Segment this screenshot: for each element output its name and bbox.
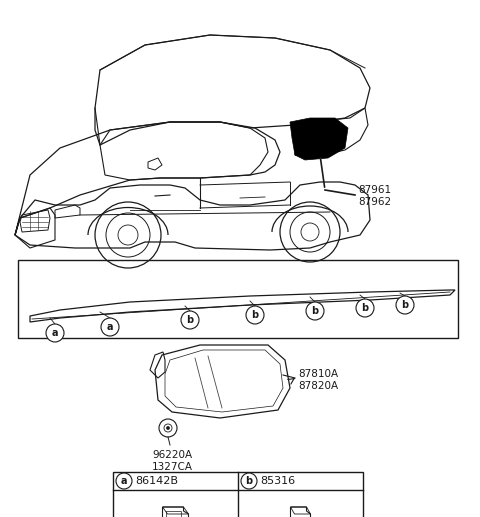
Circle shape <box>246 306 264 324</box>
Circle shape <box>396 296 414 314</box>
Text: 1327CA: 1327CA <box>152 462 193 472</box>
Text: 96220A: 96220A <box>152 450 192 460</box>
Text: 87810A: 87810A <box>298 369 338 379</box>
Circle shape <box>181 311 199 329</box>
Text: b: b <box>312 306 319 316</box>
Text: a: a <box>52 328 58 338</box>
Text: b: b <box>361 303 369 313</box>
Text: 87962: 87962 <box>358 197 391 207</box>
Text: b: b <box>252 310 259 320</box>
Text: a: a <box>121 476 127 486</box>
Circle shape <box>241 473 257 489</box>
Circle shape <box>101 318 119 336</box>
Text: b: b <box>401 300 408 310</box>
Text: b: b <box>186 315 193 325</box>
Circle shape <box>167 427 169 430</box>
Text: 85316: 85316 <box>260 476 295 486</box>
Text: 87961: 87961 <box>358 185 391 195</box>
Text: 86142B: 86142B <box>135 476 178 486</box>
Circle shape <box>116 473 132 489</box>
Circle shape <box>306 302 324 320</box>
Circle shape <box>356 299 374 317</box>
Circle shape <box>46 324 64 342</box>
Text: a: a <box>107 322 113 332</box>
Text: 87820A: 87820A <box>298 381 338 391</box>
Text: b: b <box>245 476 252 486</box>
Polygon shape <box>290 118 348 160</box>
